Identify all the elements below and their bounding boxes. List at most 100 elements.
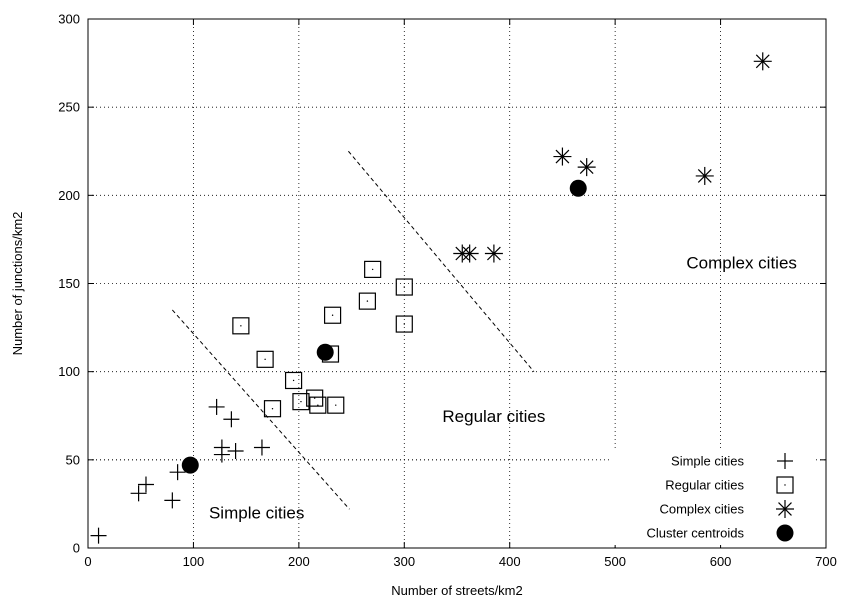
star-d2 xyxy=(555,149,570,164)
simple-cities-point xyxy=(253,439,270,456)
cluster-separators xyxy=(171,150,535,510)
star-d2 xyxy=(778,502,792,516)
square-outline xyxy=(309,396,327,414)
square-outline xyxy=(306,389,324,407)
y-tick-label: 300 xyxy=(58,12,80,27)
regular-cities-point xyxy=(364,260,382,278)
legend-symbol xyxy=(776,476,794,494)
legend: Simple cities Regular cities Complex citie… xyxy=(612,449,814,545)
square-dot xyxy=(366,300,369,302)
complex-cities-point xyxy=(553,147,572,166)
regular-cities-point xyxy=(292,393,310,411)
star-d2 xyxy=(755,54,770,69)
simple-cities-point xyxy=(223,411,240,428)
simple-cities-point xyxy=(227,443,244,460)
data-points xyxy=(90,52,772,544)
simple-cities-point xyxy=(130,485,147,502)
y-tick-label: 50 xyxy=(66,452,80,467)
centroid-dot xyxy=(316,343,334,361)
square-outline xyxy=(232,317,250,335)
simple-cities-point xyxy=(169,464,186,481)
y-tick-label: 250 xyxy=(58,100,80,115)
legend-label: Cluster centroids xyxy=(646,526,744,541)
legend-label: Regular cities xyxy=(665,478,744,493)
y-axis-title: Number of junctions/km2 xyxy=(10,212,25,356)
square-dot xyxy=(371,268,374,271)
x-tick-label: 300 xyxy=(393,554,415,569)
star-d2 xyxy=(579,160,594,175)
y-tick-label: 100 xyxy=(58,364,80,379)
star-d2 xyxy=(697,169,712,183)
regular-cities-point xyxy=(309,396,327,414)
axis-ticks: 0 100 200 300 400 500 600 700 0 50 100 150 200 250 300 xyxy=(58,12,837,570)
square-dot xyxy=(784,484,786,486)
regular-cities-point xyxy=(232,317,250,335)
y-tick-label: 200 xyxy=(58,188,80,203)
extra-dotted-lines xyxy=(88,459,616,548)
square-dot xyxy=(300,400,302,403)
x-tick-label: 500 xyxy=(604,554,626,569)
square-outline xyxy=(263,400,282,418)
square-outline xyxy=(395,315,413,333)
region-label: Regular cities xyxy=(442,407,545,426)
y-tick-label: 0 xyxy=(73,541,80,556)
square-dot xyxy=(403,323,405,325)
star-d2 xyxy=(486,246,501,261)
x-tick-label: 100 xyxy=(183,554,205,569)
regular-cities-point xyxy=(263,400,282,418)
square-dot xyxy=(317,404,319,406)
square-dot xyxy=(403,286,405,288)
centroid-dot xyxy=(181,456,199,474)
regular-cities-point xyxy=(284,371,303,390)
square-outline xyxy=(256,350,274,368)
simple-cities-point xyxy=(137,476,154,493)
regular-cities-point xyxy=(395,278,413,296)
cluster-centroids-point xyxy=(181,456,199,474)
square-dot xyxy=(240,325,242,327)
square-outline xyxy=(323,306,342,324)
legend-label: Simple cities xyxy=(671,454,744,469)
legend-symbol xyxy=(777,453,793,469)
x-tick-label: 0 xyxy=(84,554,91,569)
square-outline xyxy=(776,476,794,494)
complex-cities-point xyxy=(695,166,714,185)
centroid-dot xyxy=(569,179,587,197)
complex-cities-point xyxy=(577,158,596,177)
legend-symbol xyxy=(776,524,794,542)
regular-cities-point xyxy=(256,350,274,368)
region-label: Simple cities xyxy=(209,504,304,523)
simple-cities-point xyxy=(90,527,107,544)
complex-cities-point xyxy=(460,244,479,263)
regular-cities-point xyxy=(323,306,342,324)
regular-cities-point xyxy=(395,315,413,333)
square-dot xyxy=(264,358,266,361)
complex-cities-point xyxy=(484,244,503,263)
region-label: Complex cities xyxy=(686,253,797,272)
square-outline xyxy=(364,260,382,278)
x-tick-label: 700 xyxy=(815,554,837,569)
star-d2 xyxy=(462,246,477,261)
square-outline xyxy=(358,292,376,310)
simple-cities-point xyxy=(164,492,181,509)
y-tick-label: 150 xyxy=(58,276,80,291)
square-outline xyxy=(292,393,310,411)
cluster-centroids-point xyxy=(316,343,334,361)
square-dot xyxy=(292,379,295,382)
cluster-centroids-point xyxy=(569,179,587,197)
legend-symbol xyxy=(776,500,794,518)
square-dot xyxy=(335,404,337,406)
simple-cities-point xyxy=(208,398,225,415)
regular-cities-point xyxy=(358,292,376,310)
square-outline xyxy=(327,396,345,414)
simple-cities-point xyxy=(213,446,230,463)
x-tick-label: 400 xyxy=(499,554,521,569)
complex-cities-point xyxy=(753,52,772,71)
separator-line xyxy=(171,309,350,510)
x-axis-title: Number of streets/km2 xyxy=(391,583,523,598)
legend-label: Complex cities xyxy=(659,502,744,517)
region-labels: Simple cities Regular cities Complex citie… xyxy=(209,253,797,522)
centroid-dot xyxy=(776,524,794,542)
square-outline xyxy=(395,278,413,296)
separator-line xyxy=(348,150,535,372)
